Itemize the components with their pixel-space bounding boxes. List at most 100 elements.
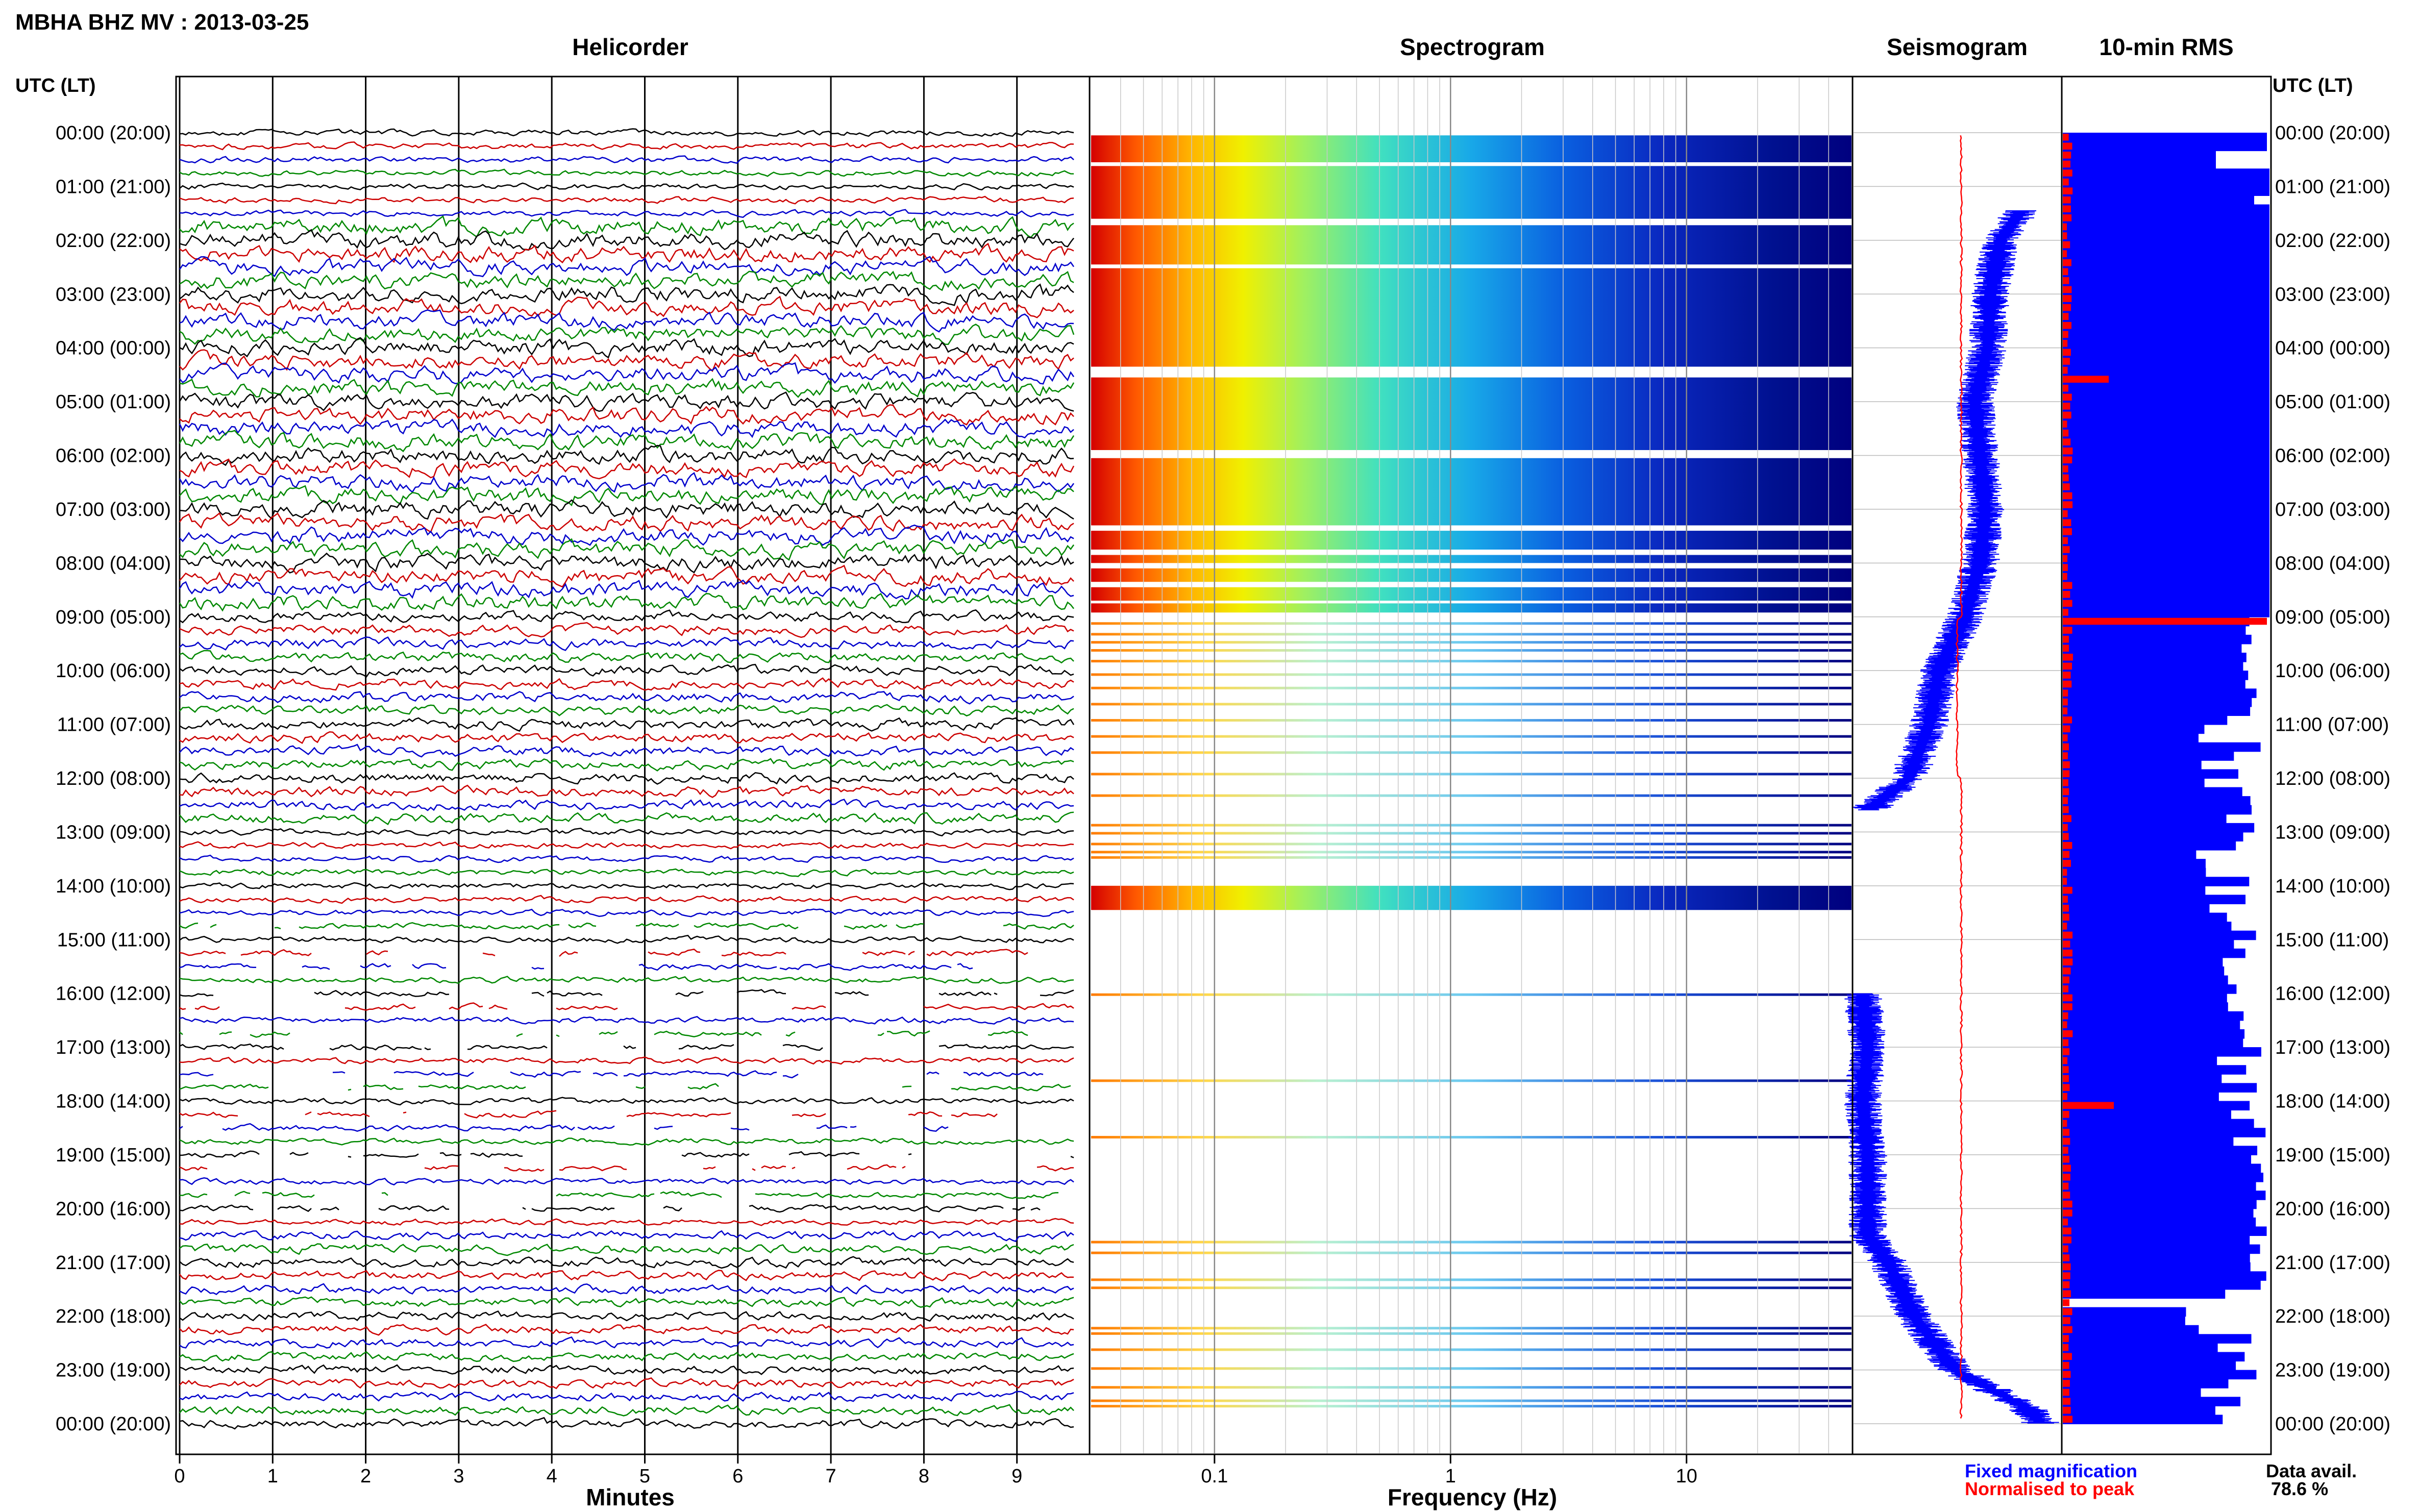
rms-bar (2063, 1379, 2229, 1389)
rms-normalised-bar (2063, 1120, 2067, 1127)
rms-normalised-bar (2063, 196, 2071, 204)
rms-normalised-bar (2063, 1147, 2068, 1154)
rms-normalised-bar (2063, 277, 2069, 284)
rms-normalised-bar (2063, 366, 2068, 374)
rms-bar (2063, 859, 2206, 869)
rms-bar (2063, 231, 2269, 241)
rms-normalised-bar (2063, 134, 2069, 141)
hour-label-left: 03:00 (23:00) (56, 284, 171, 305)
rms-normalised-bar (2063, 1353, 2072, 1360)
hour-label-left: 20:00 (16:00) (56, 1198, 171, 1220)
helicorder-trace (180, 1124, 1074, 1131)
helicorder-trace (179, 1296, 1074, 1308)
rms-normalised-bar (2063, 492, 2072, 500)
rms-bar (2063, 948, 2245, 958)
spectrogram-band (1091, 225, 1852, 265)
rms-bar (2063, 975, 2228, 985)
rms-normalised-bar (2063, 609, 2068, 616)
rms-bar (2063, 832, 2243, 841)
spectrogram-line (1091, 993, 1852, 996)
rms-bar (2063, 1002, 2228, 1012)
rms-normalised-bar (2063, 1326, 2072, 1333)
rms-normalised-bar (2063, 662, 2072, 670)
rms-normalised-bar (2063, 1129, 2070, 1136)
spectrogram-line (1091, 686, 1852, 689)
helicorder-trace (179, 564, 1074, 588)
minute-tick-label: 1 (267, 1466, 278, 1487)
rms-bar (2063, 805, 2252, 815)
helicorder-trace (179, 704, 1074, 717)
rms-bar (2063, 787, 2242, 797)
rms-normalised-bar (2063, 1389, 2069, 1396)
hour-label-left: 13:00 (09:00) (56, 822, 171, 843)
legend-fixed-magnification: Fixed magnification (1965, 1460, 2137, 1481)
rms-normalised-bar (2063, 321, 2072, 329)
spectrogram-line (1091, 1278, 1852, 1281)
rms-normalised-bar (2063, 707, 2068, 715)
minute-tick-label: 6 (732, 1466, 743, 1487)
rms-normalised-bar (2063, 949, 2072, 957)
rms-bar (2063, 195, 2254, 205)
rms-normalised-bar (2063, 1102, 2114, 1109)
rms-normalised-bar (2063, 815, 2071, 822)
helicorder-trace (179, 309, 1074, 333)
rms-normalised-bar (2063, 878, 2067, 885)
rms-normalised-bar (2063, 698, 2068, 706)
hour-label-right: 14:00 (10:00) (2275, 876, 2390, 897)
rms-normalised-bar (2063, 716, 2072, 724)
helicorder-trace (180, 949, 1074, 956)
rms-normalised-bar (2063, 205, 2071, 213)
rms-bar (2063, 518, 2269, 528)
rms-normalised-bar (2063, 1093, 2067, 1100)
helicorder-trace (179, 799, 1074, 811)
spectrogram-line (1091, 832, 1852, 835)
spectrogram-band (1091, 555, 1852, 563)
hour-label-left: 00:00 (20:00) (56, 1414, 171, 1435)
rms-normalised-bar (2063, 582, 2072, 589)
rms-normalised-bar (2063, 1263, 2071, 1271)
helicorder-trace (179, 717, 1075, 732)
rms-bar (2063, 563, 2269, 573)
rms-bar (2063, 1020, 2240, 1030)
minutes-axis-label: Minutes (586, 1484, 675, 1510)
rms-normalised-bar (2063, 824, 2068, 831)
rms-bar (2063, 1199, 2257, 1209)
hour-labels-left: 00:00 (20:00) 01:00 (21:00) 02:00 (22:00) 0… (56, 122, 171, 1435)
hour-label-left: 21:00 (17:00) (56, 1252, 171, 1274)
helicorder-trace (179, 524, 1074, 546)
rms-normalised-bar (2063, 1281, 2070, 1288)
helicorder-trace (179, 1351, 1074, 1362)
rms-normalised-bar (2063, 886, 2072, 894)
rms-normalised-bar (2063, 564, 2068, 571)
rms-normalised-bar (2063, 931, 2073, 939)
rms-bar (2063, 679, 2245, 689)
spectrogram-line (1091, 641, 1852, 644)
rms-bar (2063, 671, 2249, 680)
rms-bar (2063, 177, 2269, 187)
rms-normalised-bar (2063, 232, 2067, 239)
rms-normalised-bar (2063, 1362, 2069, 1369)
data-avail-value: 78.6 % (2271, 1478, 2328, 1499)
helicorder-trace (179, 141, 1074, 151)
rms-bar (2063, 365, 2269, 376)
helicorder-trace (180, 1071, 1074, 1078)
rms-normalised-bar (2063, 645, 2069, 652)
spectrogram-band (1091, 166, 1852, 219)
rms-normalised-bar (2063, 1344, 2069, 1351)
rms-normalised-bar (2063, 169, 2072, 177)
helicorder-trace (179, 1097, 1074, 1106)
rms-bar (2063, 653, 2247, 662)
data-avail-label: Data avail. (2266, 1460, 2357, 1481)
hour-label-right: 00:00 (20:00) (2275, 122, 2390, 144)
helicorder-trace (180, 964, 1074, 971)
rms-normalised-bar (2063, 833, 2069, 840)
helicorder-trace (179, 283, 1074, 306)
spectrogram-line (1091, 1079, 1852, 1082)
rms-bar (2063, 1047, 2261, 1057)
helicorder-trace (179, 1218, 1074, 1226)
spectrogram-line (1091, 735, 1852, 738)
spectrogram-line (1091, 719, 1852, 722)
spectrogram-line (1091, 1251, 1852, 1254)
minute-tick-label: 7 (826, 1466, 836, 1487)
rms-bar (2063, 1370, 2257, 1380)
